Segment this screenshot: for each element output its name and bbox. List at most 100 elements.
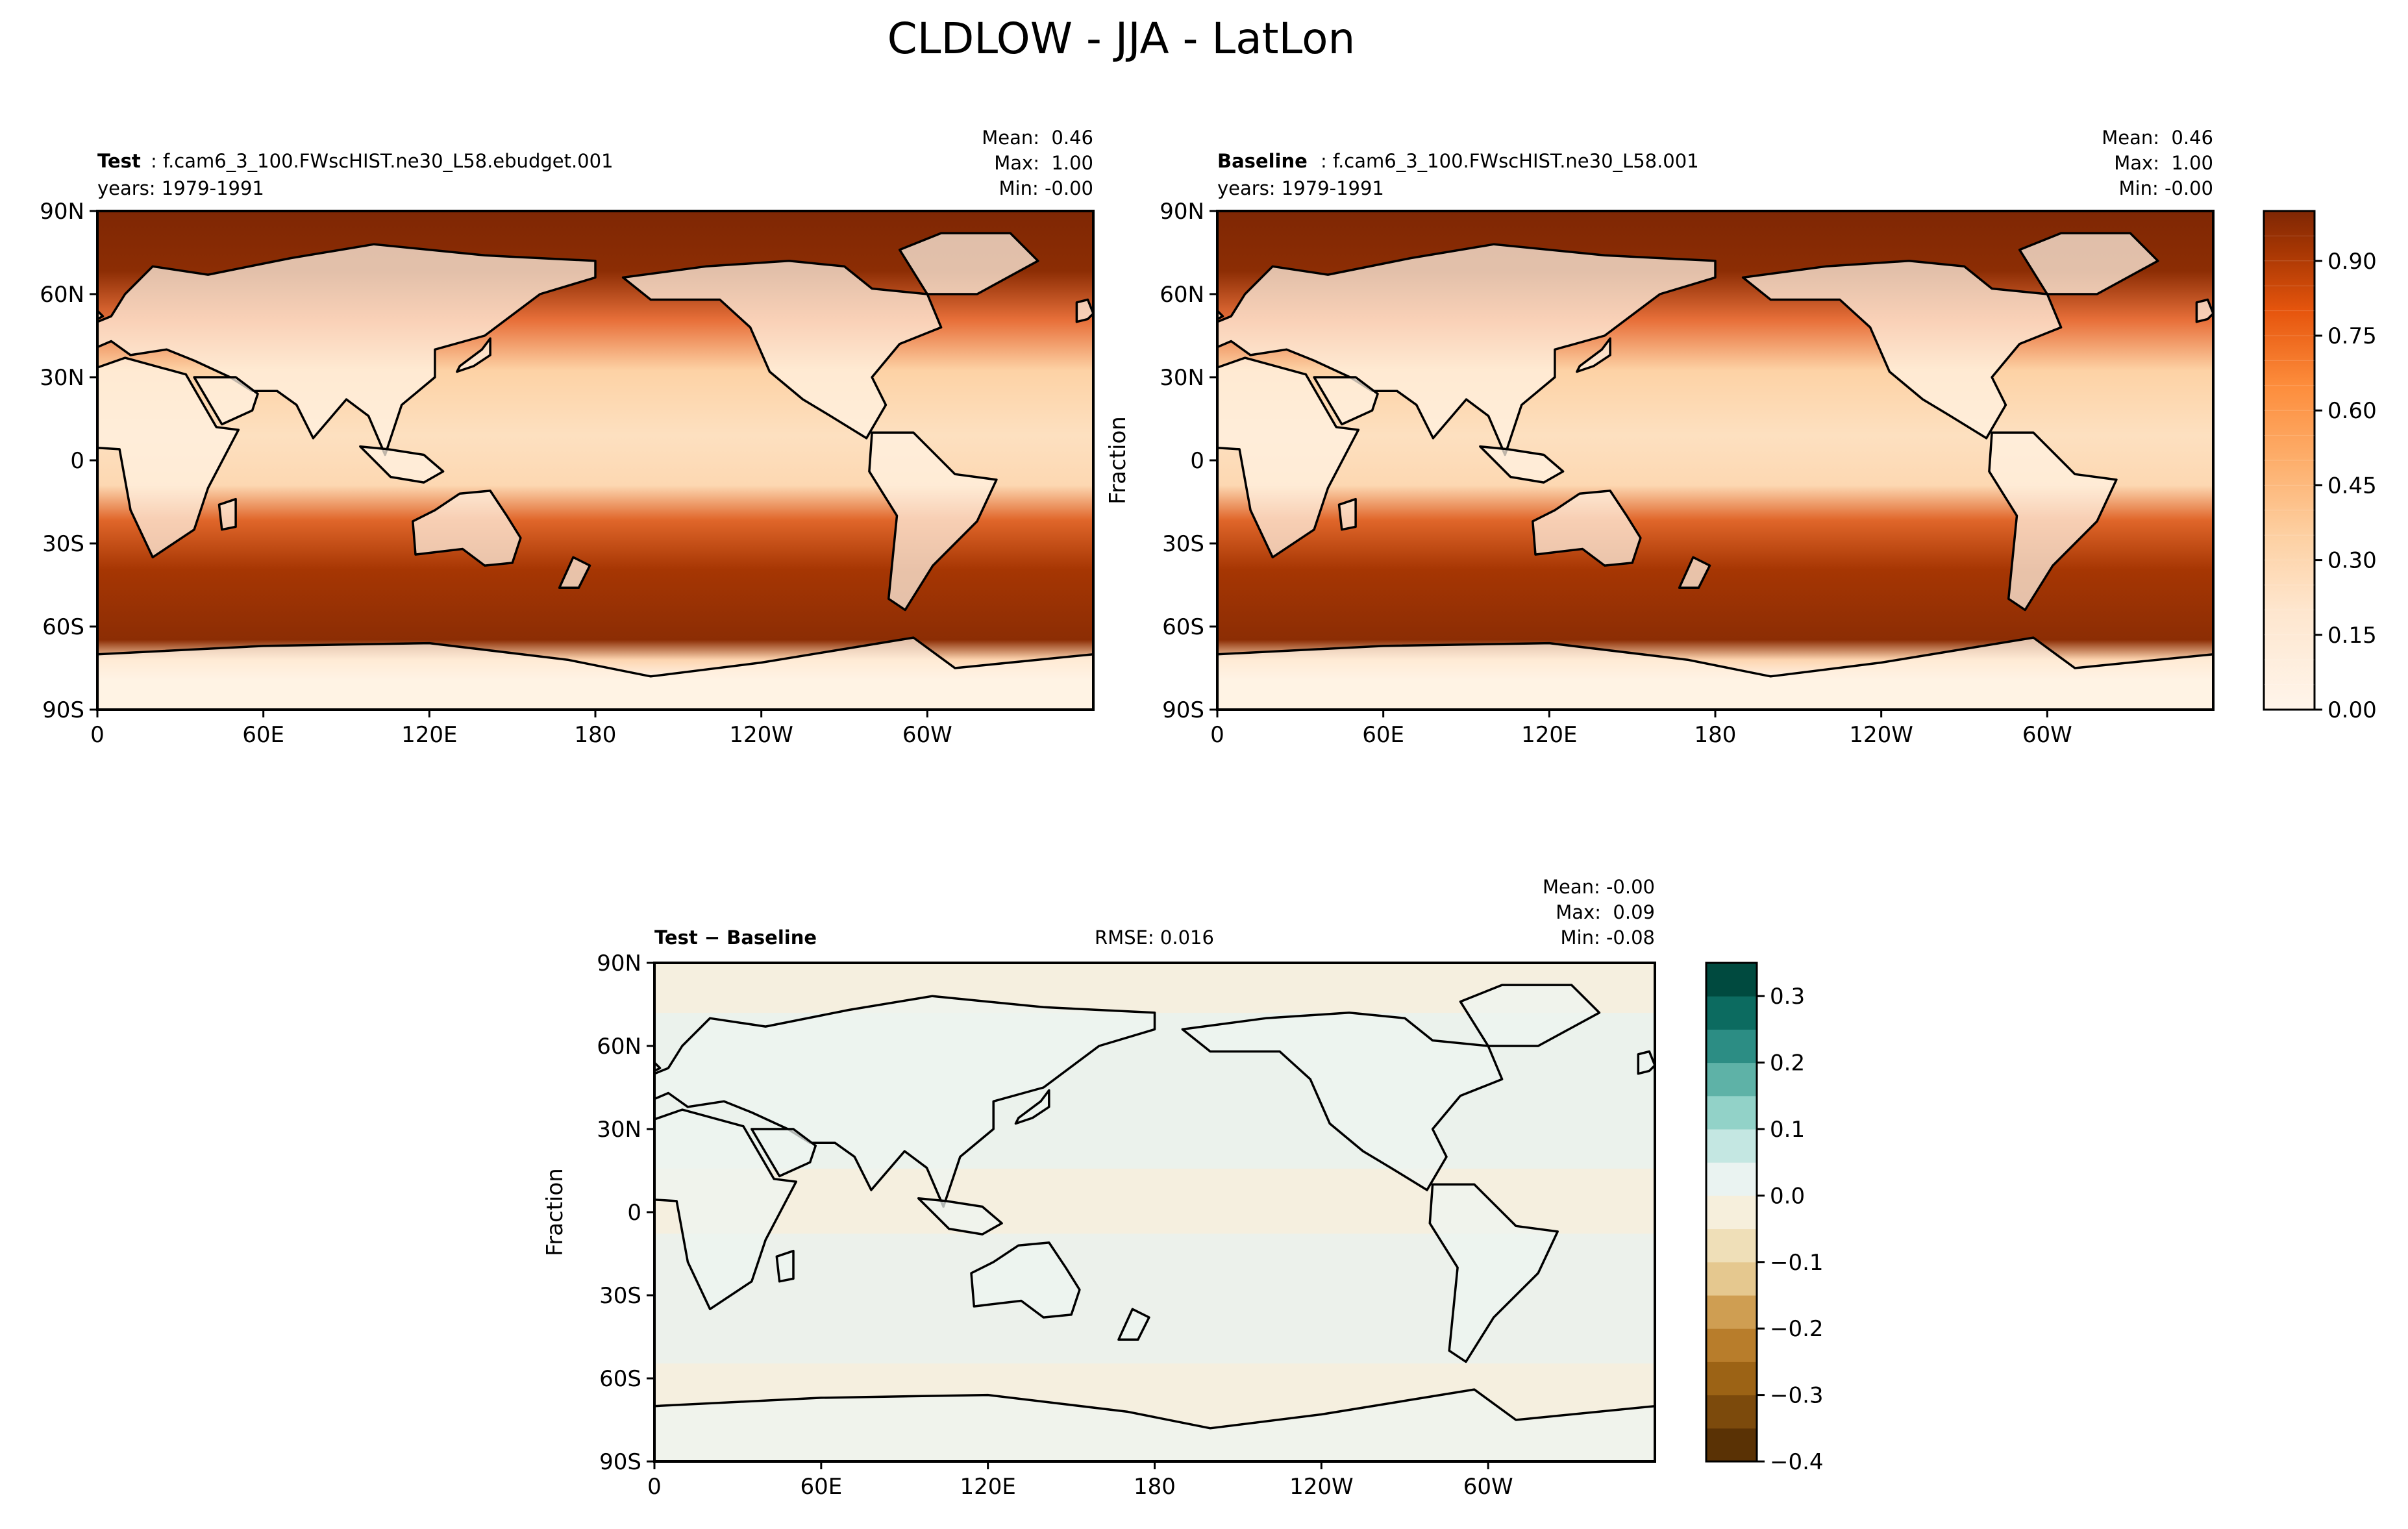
difference-stat-mean: Mean: -0.00: [1543, 876, 1655, 898]
difference-colorbar-ticks: 0.3 0.2 0.1 0.0 −0.1 −0.2 −0.3 −0.4: [1757, 984, 1824, 1475]
coastline-arabia: [751, 1128, 817, 1178]
test-y-ticks: 90N 60N 30N 0 30S 60S 90S: [40, 199, 97, 723]
colorbar-segment: [1706, 1295, 1757, 1329]
y-tick-label: 60N: [40, 282, 84, 308]
baseline-stat-mean: Mean: 0.46: [2102, 127, 2213, 149]
coastline-antarctica: [1217, 636, 2213, 710]
coastline-eurasia: [654, 995, 1156, 1208]
coastline-eurasia: [1217, 243, 1717, 456]
coastline-new-zealand: [558, 556, 591, 590]
coastline-antarctica: [97, 636, 1093, 710]
colorbar-tick-label: 0.00: [2327, 697, 2377, 723]
difference-y-ticks: 90N 60N 30N 0 30S 60S 90S: [597, 951, 654, 1475]
colorbar-segment: [1706, 1262, 1757, 1296]
colorbar-segment: [1706, 1095, 1757, 1130]
coastline-greenland: [2018, 232, 2159, 295]
colorbar-segment: [1706, 963, 1757, 997]
coastline-arabia: [193, 376, 259, 426]
colorbar-tick-label: −0.3: [1770, 1383, 1824, 1409]
difference-colorbar-frame: [1705, 962, 1758, 1463]
x-tick-label: 120W: [1289, 1474, 1354, 1500]
colorbar-segment: [1706, 1428, 1757, 1462]
colorbar-segment: [1706, 1328, 1757, 1362]
colorbar-tick-label: 0.1: [1770, 1117, 1805, 1143]
baseline-panel: Baseline : f.cam6_3_100.FWscHIST.ne30_L5…: [1105, 127, 2215, 748]
coastline-eurasia: [97, 243, 597, 456]
x-tick-label: 120W: [729, 722, 793, 748]
difference-ylabel: Fraction: [542, 1168, 568, 1256]
coastline-australia: [1532, 490, 1642, 567]
coastline-madagascar: [775, 1249, 795, 1283]
coastline-africa: [1217, 356, 1360, 559]
colorbar-tick-label: 0.2: [1770, 1050, 1805, 1076]
y-tick-label: 90N: [1160, 199, 1204, 225]
x-tick-label: 0: [647, 1474, 662, 1500]
x-tick-label: 120E: [960, 1474, 1015, 1500]
baseline-years: years: 1979-1991: [1217, 177, 1384, 199]
difference-title: Test − Baseline: [654, 926, 817, 949]
colorbar-segment: [1706, 1361, 1757, 1396]
test-title-bold: Test: [97, 150, 141, 172]
test-land: [97, 232, 1093, 710]
colorbar-tick-label: 0.45: [2327, 473, 2377, 499]
x-tick-label: 60E: [242, 722, 284, 748]
y-tick-label: 0: [70, 448, 84, 474]
x-tick-label: 180: [1694, 722, 1737, 748]
y-tick-label: 60S: [1162, 614, 1204, 640]
coastline-north-america: [621, 260, 943, 440]
coastline-greenland: [1459, 984, 1601, 1047]
colorbar-segment: [1706, 1029, 1757, 1063]
difference-colorbar-segments: [1706, 963, 1757, 1462]
coastline-new-zealand: [1117, 1308, 1150, 1341]
coastline-greenland: [898, 232, 1039, 295]
orange-colorbar-frame: [2263, 210, 2316, 711]
coastline-australia: [412, 490, 522, 567]
coastline-indonesia: [917, 1197, 1003, 1236]
y-tick-label: 0: [627, 1200, 641, 1226]
x-tick-label: 60E: [1362, 722, 1404, 748]
coastline-uk: [1075, 298, 1093, 323]
test-x-ticks: 0 60E 120E 180 120W 60W: [90, 710, 952, 748]
colorbar-tick-label: 0.90: [2327, 249, 2377, 275]
baseline-land: [1217, 232, 2213, 710]
colorbar-tick-label: 0.60: [2327, 398, 2377, 424]
y-tick-label: 30N: [1160, 365, 1204, 391]
orange-colorbar-fill: [2264, 211, 2315, 710]
coastline-madagascar: [1337, 497, 1357, 531]
coastline-south-america: [868, 431, 998, 612]
coastline-uk-east: [654, 1061, 662, 1073]
colorbar-segment: [1706, 996, 1757, 1030]
colorbar-segment: [1706, 1228, 1757, 1263]
baseline-title-bold: Baseline: [1217, 150, 1308, 172]
coastline-japan: [1576, 337, 1611, 373]
y-tick-label: 90N: [40, 199, 84, 225]
baseline-map: [1217, 211, 2213, 710]
x-tick-label: 180: [575, 722, 617, 748]
colorbar-tick-label: −0.2: [1770, 1316, 1824, 1342]
y-tick-label: 0: [1190, 448, 1204, 474]
test-panel: Test : f.cam6_3_100.FWscHIST.ne30_L58.eb…: [40, 127, 1095, 748]
test-map: [97, 211, 1093, 710]
x-tick-label: 120E: [1521, 722, 1577, 748]
colorbar-tick-label: 0.30: [2327, 548, 2377, 574]
colorbar-segment: [1706, 1129, 1757, 1163]
colorbar-tick-label: 0.3: [1770, 984, 1805, 1010]
colorbar-tick-label: 0.15: [2327, 623, 2377, 649]
coastline-africa: [97, 356, 240, 559]
difference-rmse: RMSE: 0.016: [1095, 926, 1214, 949]
y-tick-label: 30S: [599, 1283, 641, 1309]
x-tick-label: 120W: [1849, 722, 1913, 748]
orange-colorbar: 0.00 0.15 0.30 0.45 0.60 0.75 0.90: [2263, 210, 2377, 723]
y-tick-label: 90N: [597, 951, 641, 976]
coastline-uk: [1637, 1050, 1655, 1075]
y-tick-label: 60S: [599, 1366, 641, 1392]
baseline-x-ticks: 0 60E 120E 180 120W 60W: [1210, 710, 2072, 748]
baseline-stat-min: Min: -0.00: [2119, 177, 2213, 199]
coastline-indonesia: [359, 445, 445, 484]
coastline-uk-east: [1217, 309, 1224, 321]
y-tick-label: 30S: [42, 531, 84, 557]
coastline-new-zealand: [1678, 556, 1711, 590]
y-tick-label: 30N: [40, 365, 84, 391]
difference-land: [654, 984, 1655, 1461]
